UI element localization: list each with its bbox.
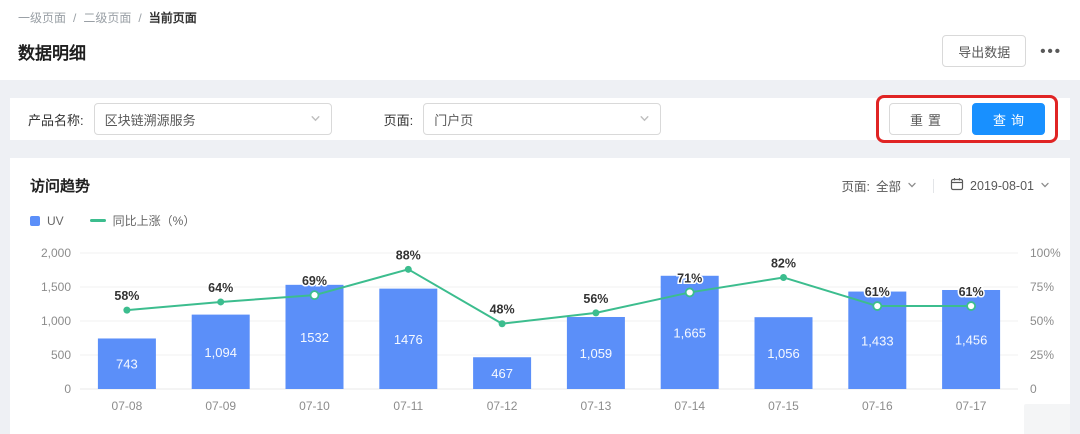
page-title: 数据明细	[18, 43, 86, 63]
query-button[interactable]: 查询	[971, 103, 1045, 135]
svg-text:07-13: 07-13	[581, 399, 612, 413]
svg-text:07-17: 07-17	[956, 399, 987, 413]
svg-text:07-09: 07-09	[205, 399, 236, 413]
annotation-highlight-box: 重置 查询	[875, 95, 1058, 143]
trend-chart: 0 0 500 25% 1,000 50% 1,500 75% 2,000 100% 743 1,09…	[30, 237, 1061, 428]
trend-chart-svg: 0 0 500 25% 1,000 50% 1,500 75% 2,000 100% 743 1,09…	[41, 246, 1061, 413]
divider	[933, 178, 935, 193]
breadcrumb-level1[interactable]: 一级页面	[18, 11, 67, 25]
svg-text:1476: 1476	[394, 332, 423, 347]
chart-page-filter-value: 全部	[876, 180, 902, 194]
export-data-button[interactable]: 导出数据	[942, 35, 1027, 67]
svg-text:743: 743	[116, 357, 138, 372]
svg-text:61%: 61%	[865, 285, 890, 299]
breadcrumb-separator: /	[73, 10, 77, 25]
svg-text:0: 0	[64, 382, 71, 396]
legend-item-growth[interactable]: 同比上涨（%）	[89, 212, 196, 229]
page-filter-label: 页面:	[383, 112, 414, 128]
page-select[interactable]: 门户页	[423, 103, 662, 135]
svg-text:1,665: 1,665	[673, 325, 706, 340]
breadcrumb-current: 当前页面	[148, 11, 197, 25]
date-picker[interactable]: 2019-08-01	[950, 177, 1050, 194]
chevron-down-icon	[1040, 179, 1050, 193]
uv-legend-label: UV	[47, 213, 64, 228]
visit-trend-card: 访问趋势 页面: 全部 2019-08-01	[10, 158, 1070, 434]
svg-text:100%: 100%	[1030, 246, 1061, 260]
legend-item-uv[interactable]: UV	[30, 214, 64, 228]
calendar-icon	[950, 177, 964, 194]
more-icon[interactable]: •••	[1040, 42, 1062, 60]
svg-text:1,094: 1,094	[204, 345, 237, 360]
svg-text:1,000: 1,000	[41, 314, 71, 328]
chevron-down-icon	[907, 179, 917, 193]
chart-legend: UV 同比上涨（%）	[30, 212, 1050, 229]
growth-legend-swatch	[89, 219, 106, 222]
svg-text:71%: 71%	[677, 271, 702, 285]
svg-text:0: 0	[1030, 382, 1037, 396]
svg-text:25%: 25%	[1030, 348, 1054, 362]
product-select[interactable]: 区块链溯源服务	[93, 103, 332, 135]
page-header: 一级页面 / 二级页面 / 当前页面 数据明细 导出数据 •••	[0, 0, 1080, 80]
chart-title: 访问趋势	[30, 178, 91, 195]
product-select-value: 区块链溯源服务	[104, 112, 196, 128]
chart-page-filter-label: 页面:	[841, 180, 871, 194]
svg-text:58%: 58%	[114, 289, 139, 303]
svg-text:07-10: 07-10	[299, 399, 330, 413]
svg-text:88%: 88%	[396, 248, 421, 262]
svg-text:07-11: 07-11	[393, 399, 423, 413]
svg-text:1,456: 1,456	[955, 332, 988, 347]
svg-text:1,056: 1,056	[767, 346, 800, 361]
filter-bar: 产品名称: 区块链溯源服务 页面: 门户页 重置 查询	[10, 95, 1070, 143]
uv-legend-swatch	[30, 215, 40, 226]
svg-text:48%: 48%	[490, 303, 515, 317]
chart-page-filter[interactable]: 页面: 全部	[842, 176, 918, 195]
svg-text:467: 467	[491, 366, 513, 381]
svg-text:1,500: 1,500	[41, 280, 71, 294]
watermark	[1024, 404, 1070, 434]
chevron-down-icon	[639, 112, 650, 127]
svg-text:82%: 82%	[771, 256, 796, 270]
svg-text:69%: 69%	[302, 274, 327, 288]
svg-text:56%: 56%	[583, 292, 608, 306]
reset-button[interactable]: 重置	[888, 103, 962, 135]
svg-text:07-08: 07-08	[112, 399, 143, 413]
breadcrumb-level2[interactable]: 二级页面	[83, 11, 132, 25]
growth-legend-label: 同比上涨（%）	[112, 214, 196, 228]
svg-text:07-12: 07-12	[487, 399, 518, 413]
date-value: 2019-08-01	[970, 178, 1034, 193]
page-select-value: 门户页	[434, 112, 474, 128]
svg-text:07-15: 07-15	[768, 399, 799, 413]
product-name-label: 产品名称:	[28, 112, 84, 128]
svg-text:64%: 64%	[208, 281, 233, 295]
svg-text:500: 500	[51, 348, 71, 362]
svg-text:2,000: 2,000	[41, 246, 71, 260]
svg-text:07-14: 07-14	[674, 399, 705, 413]
svg-text:07-16: 07-16	[862, 399, 893, 413]
breadcrumb: 一级页面 / 二级页面 / 当前页面	[18, 9, 1062, 26]
breadcrumb-separator: /	[138, 10, 142, 25]
svg-text:50%: 50%	[1030, 314, 1054, 328]
chevron-down-icon	[310, 112, 321, 127]
svg-text:1,433: 1,433	[861, 333, 894, 348]
svg-text:75%: 75%	[1030, 280, 1054, 294]
svg-text:1,059: 1,059	[580, 346, 613, 361]
svg-text:61%: 61%	[959, 285, 984, 299]
svg-text:1532: 1532	[300, 330, 329, 345]
